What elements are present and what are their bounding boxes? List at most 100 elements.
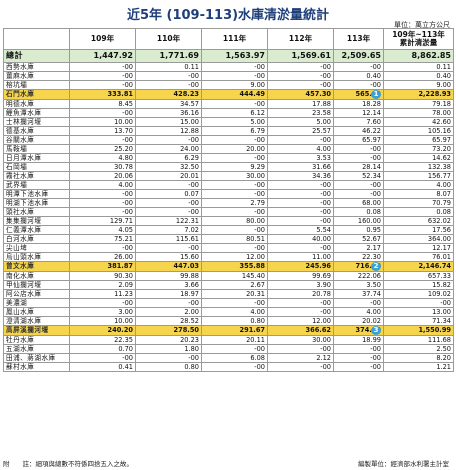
- value-cell: -00: [267, 362, 334, 372]
- value-text: -00: [122, 108, 133, 117]
- value-text: 12.00: [246, 252, 265, 261]
- header-row: 109年 110年 111年 112年 113年 109年~113年 累計清淤量: [3, 28, 454, 50]
- value-text: 46.22: [362, 126, 381, 135]
- value-cell: 20.02: [333, 316, 384, 326]
- table-row: 甲仙攔河堰 2.09 3.66 2.67 3.90 3.50 15.82: [3, 280, 454, 290]
- value-cell: -00: [201, 180, 268, 190]
- value-cell: 36.16: [135, 108, 202, 118]
- value-cell: -00: [267, 80, 334, 90]
- highlight-row: 石門水庫 333.81 428.23 444.49 457.30 565.09 1 2,228…: [3, 89, 454, 100]
- value-cell: 122.31: [135, 216, 202, 226]
- value-text: 31.66: [312, 162, 331, 171]
- value-text: 1,569.61: [291, 51, 331, 60]
- rank-badge: 3: [371, 326, 381, 335]
- value-cell: 4.00: [267, 144, 334, 154]
- table-body: 總計 1,447.92 1,771.69 1,563.97 1,569.61 2,509.…: [3, 49, 454, 372]
- value-text: 12.88: [180, 126, 199, 135]
- value-text: 4.00: [436, 180, 451, 189]
- value-cell: 25.57: [267, 126, 334, 136]
- value-cell: 1.21: [383, 362, 454, 372]
- value-text: 0.80: [250, 316, 265, 325]
- value-text: 111.68: [427, 335, 451, 344]
- value-text: 0.41: [118, 362, 133, 371]
- value-cell: -00: [267, 71, 334, 81]
- value-cell: -00: [267, 135, 334, 145]
- value-text: 0.07: [184, 189, 199, 198]
- value-cell: 9.00: [201, 80, 268, 90]
- table-row: 白河水庫 75.21 115.61 80.51 40.00 52.67 364.00: [3, 234, 454, 244]
- value-text: 240.20: [107, 326, 133, 335]
- value-text: 444.49: [239, 90, 265, 99]
- value-text: 2.17: [366, 243, 381, 252]
- value-text: -00: [320, 207, 331, 216]
- value-cell: 76.01: [383, 252, 454, 262]
- value-text: -00: [320, 307, 331, 316]
- value-cell: -00: [267, 62, 334, 72]
- value-text: 222.06: [357, 271, 381, 280]
- value-text: 15.60: [180, 252, 199, 261]
- value-cell: 444.49: [201, 89, 268, 100]
- value-cell: 129.71: [69, 216, 136, 226]
- value-cell: 0.40: [383, 71, 454, 81]
- header-cell-cumulative: 109年~113年 累計清淤量: [383, 28, 454, 50]
- value-text: 22.30: [362, 252, 381, 261]
- value-cell: 105.16: [383, 126, 454, 136]
- value-cell: -00: [201, 207, 268, 217]
- value-text: -00: [320, 216, 331, 225]
- value-cell: -00: [267, 198, 334, 208]
- value-text: 99.69: [312, 271, 331, 280]
- value-cell: 11.00: [267, 252, 334, 262]
- value-cell: -00: [201, 243, 268, 253]
- value-cell: -00: [333, 189, 384, 199]
- value-text: -00: [254, 180, 265, 189]
- table-row: 仁義潭水庫 4.05 7.02 -00 5.54 0.95 17.56: [3, 225, 454, 235]
- value-cell: 366.62: [267, 325, 334, 336]
- value-cell: -00: [333, 144, 384, 154]
- value-text: -00: [122, 62, 133, 71]
- value-text: 5.00: [250, 117, 265, 126]
- rank-badge: 2: [371, 262, 381, 271]
- value-text: 1,550.99: [418, 326, 451, 335]
- table-row: 明德水庫 8.45 34.57 -00 17.88 18.28 79.18: [3, 99, 454, 109]
- value-cell: 31.66: [267, 162, 334, 172]
- value-text: 8.45: [118, 99, 133, 108]
- value-cell: 4.00: [333, 307, 384, 317]
- value-text: -00: [122, 71, 133, 80]
- table-row: 澄清湖水庫 10.00 28.52 0.80 12.00 20.02 71.34: [3, 316, 454, 326]
- value-text: 1,771.69: [159, 51, 199, 60]
- value-text: 18.28: [362, 99, 381, 108]
- value-cell: 364.00: [383, 234, 454, 244]
- value-cell: 24.00: [135, 144, 202, 154]
- value-text: 37.74: [362, 289, 381, 298]
- value-cell: -00: [69, 135, 136, 145]
- value-cell: -00: [135, 243, 202, 253]
- value-text: 4.00: [118, 180, 133, 189]
- value-cell: 240.20: [69, 325, 136, 336]
- value-text: 17.56: [432, 225, 451, 234]
- value-text: 4.05: [118, 225, 133, 234]
- table-row: 石岡壩 30.78 32.50 9.29 31.66 28.14 132.38: [3, 162, 454, 172]
- table-row: 明潭下池水庫 -00 0.07 -00 -00 -00 8.07: [3, 189, 454, 199]
- value-text: 0.11: [436, 62, 451, 71]
- value-cell: 13.70: [69, 126, 136, 136]
- value-text: 65.97: [362, 135, 381, 144]
- value-text: -00: [122, 243, 133, 252]
- table-row: 武界壩 4.00 -00 -00 -00 -00 4.00: [3, 180, 454, 190]
- value-text: -00: [320, 344, 331, 353]
- reservoir-name: 鳳山水庫: [3, 307, 70, 317]
- value-text: 20.02: [362, 316, 381, 325]
- reservoir-name: 白河水庫: [3, 234, 70, 244]
- value-text: 23.58: [312, 108, 331, 117]
- value-text: 374.00: [355, 326, 381, 335]
- value-cell: 2,509.65: [333, 49, 384, 63]
- value-text: 2.79: [250, 198, 265, 207]
- value-cell: -00: [135, 353, 202, 363]
- table-row: 頭社水庫 -00 -00 -00 -00 0.08 0.08: [3, 207, 454, 217]
- value-text: 0.70: [118, 344, 133, 353]
- value-text: -00: [370, 180, 381, 189]
- value-cell: 716.00 2: [333, 261, 384, 272]
- value-cell: -00: [201, 135, 268, 145]
- value-text: -00: [254, 189, 265, 198]
- value-text: 18.97: [180, 289, 199, 298]
- value-text: -00: [122, 207, 133, 216]
